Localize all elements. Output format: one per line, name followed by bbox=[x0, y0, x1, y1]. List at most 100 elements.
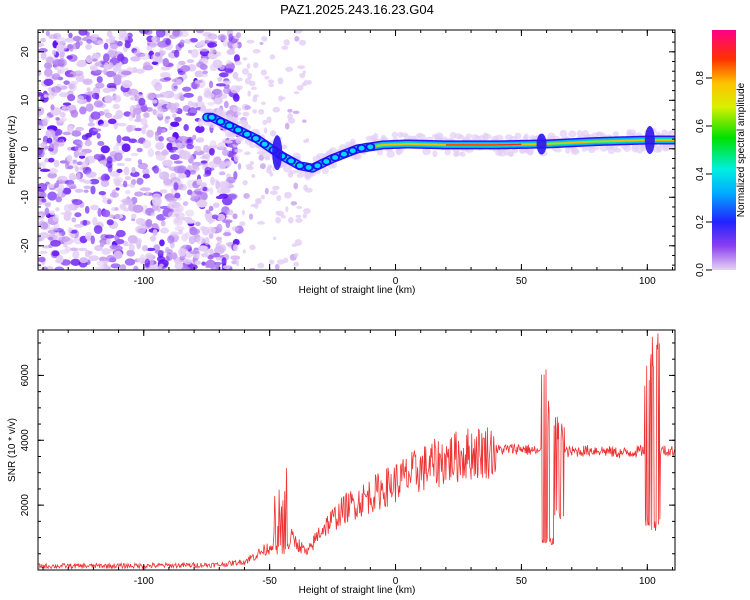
spectrogram-noise-blob bbox=[215, 195, 225, 200]
spectrogram-noise-blob bbox=[85, 171, 97, 178]
ridge-disturbance bbox=[644, 126, 655, 155]
spectrogram-noise-blob bbox=[96, 221, 104, 226]
spectrogram-halo-blob bbox=[527, 150, 534, 156]
spectrogram-noise-blob bbox=[174, 262, 184, 270]
spectrogram-noise-blob bbox=[284, 191, 292, 199]
spectrogram-noise-blob bbox=[151, 196, 162, 207]
spectrogram-noise-blob bbox=[128, 244, 135, 252]
spectrogram-noise-blob bbox=[267, 79, 275, 84]
spectrogram-noise-blob bbox=[182, 201, 189, 206]
spectrogram-halo-blob bbox=[494, 134, 504, 142]
spectrogram-noise-blob bbox=[232, 106, 242, 113]
spectrogram-noise-blob bbox=[268, 259, 275, 265]
spectrogram-noise-blob bbox=[237, 163, 242, 170]
spectrogram-noise-blob bbox=[130, 56, 141, 62]
spectrogram-noise-blob bbox=[62, 131, 72, 136]
spectrogram-noise-blob bbox=[185, 112, 196, 116]
spectrogram-y-tick-label: 10 bbox=[20, 94, 31, 106]
spectrogram-noise-blob bbox=[206, 226, 216, 235]
spectrogram-y-tick-label: 0 bbox=[20, 146, 31, 152]
spectrogram-noise-blob bbox=[303, 79, 308, 86]
spectrogram-halo-blob bbox=[349, 138, 356, 146]
spectrogram-halo-blob bbox=[321, 167, 329, 175]
spectrogram-noise-blob bbox=[107, 87, 117, 92]
spectrogram-noise-blob bbox=[133, 265, 139, 270]
spectrogram-noise-blob bbox=[162, 159, 173, 167]
spectrogram-noise-blob bbox=[200, 191, 208, 201]
spectrogram-noise-blob bbox=[142, 173, 150, 179]
spectrogram-noise-blob bbox=[90, 66, 98, 72]
spectrogram-noise-blob bbox=[231, 43, 239, 49]
chart-title: PAZ1.2025.243.16.23.G04 bbox=[280, 2, 434, 17]
spectrogram-noise-blob bbox=[189, 38, 198, 43]
spectrogram-noise-blob bbox=[134, 118, 143, 123]
spectrogram-noise-blob bbox=[226, 48, 236, 55]
spectrogram-noise-blob bbox=[162, 58, 170, 67]
spectrogram-noise-blob bbox=[252, 109, 258, 114]
spectrogram-noise-blob bbox=[108, 44, 119, 49]
spectrogram-noise-blob bbox=[222, 232, 232, 237]
spectrogram-noise-blob bbox=[288, 216, 294, 224]
snr-x-tick-label: 0 bbox=[393, 576, 399, 587]
spectrogram-noise-blob bbox=[168, 136, 176, 141]
spectrogram-noise-blob bbox=[47, 172, 57, 179]
spectrogram-noise-blob bbox=[171, 82, 178, 92]
spectrogram-halo-blob bbox=[391, 131, 398, 139]
spectrogram-noise-blob bbox=[152, 108, 157, 116]
spectrogram-noise-blob bbox=[276, 210, 285, 217]
spectrogram-noise-blob bbox=[69, 185, 77, 190]
spectrogram-noise-blob bbox=[293, 182, 299, 190]
snr-frame bbox=[37, 329, 676, 571]
spectrogram-noise-blob bbox=[81, 134, 89, 141]
spectrogram-noise-blob bbox=[84, 155, 96, 164]
spectrogram-noise-blob bbox=[44, 68, 53, 77]
spectrogram-noise-blob bbox=[124, 176, 132, 181]
spectrogram-noise-blob bbox=[133, 50, 141, 57]
spectrogram-noise-blob bbox=[103, 42, 109, 50]
spectrogram-noise-blob bbox=[227, 194, 237, 200]
spectrogram-noise-blob bbox=[222, 264, 231, 270]
spectrogram-noise-blob bbox=[204, 249, 211, 254]
spectrogram-noise-blob bbox=[55, 37, 67, 44]
ridge-blob-core bbox=[349, 148, 356, 154]
spectrogram-noise-blob bbox=[186, 138, 192, 143]
spectrogram-noise-blob bbox=[74, 188, 84, 193]
spectrogram-noise-blob bbox=[100, 145, 110, 154]
spectrogram-noise-blob bbox=[116, 162, 125, 167]
spectrogram-halo-blob bbox=[457, 135, 465, 140]
spectrogram-noise-blob bbox=[246, 39, 255, 44]
spectrogram-noise-blob bbox=[204, 237, 210, 246]
spectrogram-noise-blob bbox=[126, 249, 135, 257]
spectrogram-noise-blob bbox=[97, 141, 105, 147]
spectrogram-noise-blob bbox=[125, 189, 131, 195]
spectrogram-noise-blob bbox=[249, 160, 255, 166]
spectrogram-noise-blob bbox=[221, 149, 230, 157]
spectrogram-noise-blob bbox=[112, 66, 119, 73]
spectrogram-noise-blob bbox=[285, 206, 289, 213]
spectrogram-noise-blob bbox=[137, 159, 143, 165]
spectrogram-noise-blob bbox=[233, 170, 238, 180]
spectrogram-halo-blob bbox=[217, 109, 227, 118]
spectrogram-noise-blob bbox=[81, 160, 89, 169]
spectrogram-noise-blob bbox=[269, 130, 277, 137]
spectrogram-noise-blob bbox=[184, 231, 191, 239]
spectrogram-noise-blob bbox=[296, 205, 303, 209]
spectrogram-noise-blob bbox=[39, 161, 47, 166]
spectrogram-noise-blob bbox=[119, 203, 127, 210]
spectrogram-halo-blob bbox=[395, 148, 404, 154]
spectrogram-noise-blob bbox=[224, 68, 234, 73]
spectrogram-noise-blob bbox=[181, 266, 191, 270]
spectrogram-noise-blob bbox=[39, 191, 47, 199]
spectrogram-noise-blob bbox=[186, 59, 195, 64]
snr-y-label: SNR (10 * v/v) bbox=[7, 418, 18, 482]
spectrogram-noise-blob bbox=[183, 123, 189, 131]
ridge-blob-core bbox=[261, 141, 268, 147]
spectrogram-noise-blob bbox=[83, 180, 92, 184]
spectrogram-halo-blob bbox=[669, 129, 675, 136]
spectrogram-noise-blob bbox=[137, 228, 146, 234]
spectrogram-noise-blob bbox=[57, 175, 68, 182]
spectrogram-noise-blob bbox=[187, 100, 194, 107]
spectrogram-noise-blob bbox=[231, 226, 240, 232]
spectrogram-noise-blob bbox=[144, 258, 151, 268]
